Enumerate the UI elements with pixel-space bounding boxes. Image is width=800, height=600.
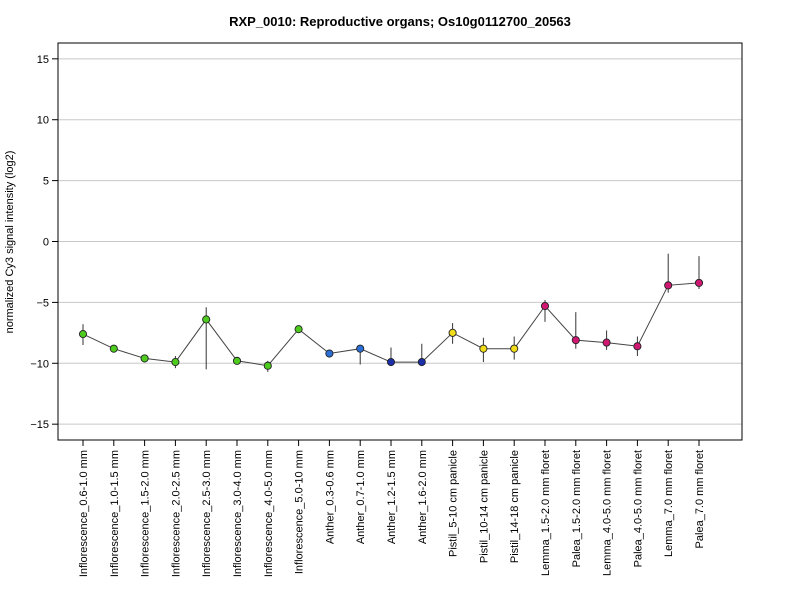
data-point xyxy=(171,358,180,367)
x-tick-label: Anther_1.2-1.5 mm xyxy=(386,450,398,544)
data-point xyxy=(633,342,642,351)
data-point xyxy=(202,315,211,324)
x-tick-label: Lemma_1.5-2.0 mm floret xyxy=(540,450,552,576)
gridlines xyxy=(58,58,742,425)
x-tick-label: Anther_0.7-1.0 mm xyxy=(355,450,367,544)
data-point xyxy=(294,325,303,334)
chart-title: RXP_0010: Reproductive organs; Os10g0112… xyxy=(229,14,571,29)
plot-frame xyxy=(57,42,743,441)
data-point xyxy=(417,358,426,367)
data-point xyxy=(325,349,334,358)
x-tick-label: Pistil_14-18 cm panicle xyxy=(509,450,521,563)
x-tick-label: Inflorescence_2.5-3.0 mm xyxy=(201,450,213,577)
x-tick-label: Lemma_7.0 mm floret xyxy=(663,450,675,557)
x-tick-label: Palea_4.0-5.0 mm floret xyxy=(632,450,644,567)
y-tick-label: 10 xyxy=(37,115,49,127)
data-point xyxy=(263,361,272,370)
data-point xyxy=(479,344,488,353)
x-tick-label: Palea_7.0 mm floret xyxy=(694,450,706,548)
x-tick-label: Anther_0.3-0.6 mm xyxy=(324,450,336,544)
x-tick-label: Inflorescence_0.6-1.0 mm xyxy=(78,450,90,577)
y-axis: −15 −10 −5 0 5 10 15 xyxy=(30,54,58,431)
y-tick-label: −15 xyxy=(30,419,49,431)
y-axis-label: normalized Cy3 signal intensity (log2) xyxy=(4,151,16,334)
data-point xyxy=(140,354,149,363)
x-tick-label: Inflorescence_3.0-4.0 mm xyxy=(232,450,244,577)
x-tick-label: Inflorescence_1.0-1.5 mm xyxy=(109,450,121,577)
data-point xyxy=(356,344,365,353)
x-tick-label: Anther_1.6-2.0 mm xyxy=(417,450,429,544)
y-tick-label: −5 xyxy=(36,297,49,309)
y-tick-label: 15 xyxy=(37,54,49,66)
data-point xyxy=(109,344,118,353)
x-tick-label: Inflorescence_1.5-2.0 mm xyxy=(140,450,152,577)
y-tick-label: 0 xyxy=(43,237,49,249)
y-tick-label: 5 xyxy=(43,176,49,188)
x-tick-label: Lemma_4.0-5.0 mm floret xyxy=(602,450,614,576)
data-point xyxy=(571,336,580,345)
data-point xyxy=(232,356,242,365)
x-axis: Inflorescence_0.6-1.0 mm Inflorescence_1.… xyxy=(78,440,706,577)
x-tick-label: Pistil_10-14 cm panicle xyxy=(478,450,490,563)
x-tick-label: Inflorescence_5.0-10 mm xyxy=(294,450,306,574)
data-point xyxy=(510,344,519,353)
x-tick-label: Pistil_5-10 cm panicle xyxy=(448,450,460,557)
data-point xyxy=(78,330,88,339)
x-tick-label: Inflorescence_4.0-5.0 mm xyxy=(263,450,275,577)
data-point xyxy=(448,328,457,337)
data-point xyxy=(664,281,673,290)
y-tick-label: −10 xyxy=(30,358,49,370)
data-point xyxy=(602,338,611,347)
x-tick-label: Inflorescence_2.0-2.5 mm xyxy=(170,450,182,577)
data-point xyxy=(540,301,550,311)
plot-marks xyxy=(78,253,704,372)
data-point xyxy=(694,278,704,287)
data-point xyxy=(386,358,396,367)
x-tick-label: Palea_1.5-2.0 mm floret xyxy=(571,450,583,567)
